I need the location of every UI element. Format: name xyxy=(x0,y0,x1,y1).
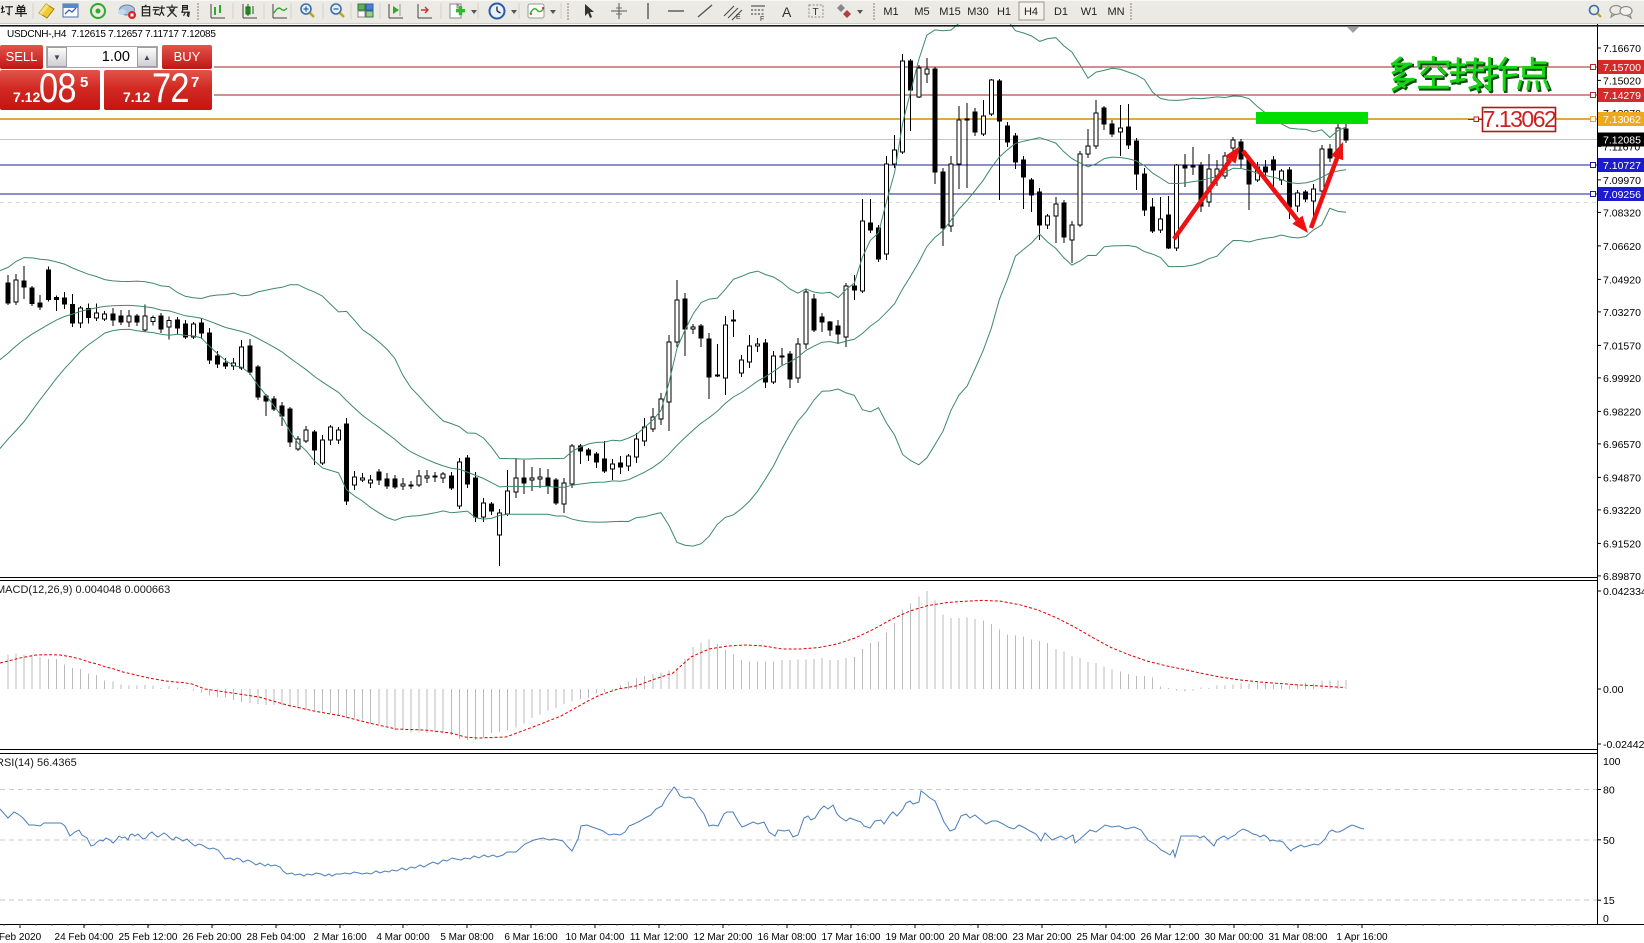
svg-text:100: 100 xyxy=(1603,756,1621,768)
svg-text:16 Mar 08:00: 16 Mar 08:00 xyxy=(758,932,817,943)
svg-text:7.14279: 7.14279 xyxy=(1603,90,1641,102)
svg-text:7.09256: 7.09256 xyxy=(1603,189,1641,201)
svg-text:6.94870: 6.94870 xyxy=(1603,472,1641,484)
svg-text:20 Mar 08:00: 20 Mar 08:00 xyxy=(949,932,1008,943)
svg-text:7.16670: 7.16670 xyxy=(1603,43,1641,55)
svg-text:7.10727: 7.10727 xyxy=(1603,160,1641,172)
svg-text:7.13062: 7.13062 xyxy=(1603,114,1641,126)
svg-text:7.13062: 7.13062 xyxy=(1483,106,1556,132)
svg-text:M15: M15 xyxy=(939,6,960,18)
svg-text:M1: M1 xyxy=(883,6,898,18)
svg-text:6.89870: 6.89870 xyxy=(1603,571,1641,583)
svg-text:15: 15 xyxy=(1603,895,1615,907)
svg-text:25 Mar 04:00: 25 Mar 04:00 xyxy=(1077,932,1136,943)
svg-text:7.04920: 7.04920 xyxy=(1603,274,1641,286)
svg-text:MN: MN xyxy=(1107,6,1124,18)
svg-text:1 Apr 16:00: 1 Apr 16:00 xyxy=(1336,932,1388,943)
svg-text:11 Mar 12:00: 11 Mar 12:00 xyxy=(630,932,689,943)
svg-text:Feb 2020: Feb 2020 xyxy=(0,932,42,943)
svg-text:31 Mar 08:00: 31 Mar 08:00 xyxy=(1269,932,1328,943)
svg-text:7.01570: 7.01570 xyxy=(1603,340,1641,352)
svg-text:T: T xyxy=(813,7,819,18)
svg-text:0: 0 xyxy=(1603,913,1609,925)
svg-text:6.93220: 6.93220 xyxy=(1603,505,1641,517)
svg-text:H1: H1 xyxy=(997,6,1011,18)
svg-text:0.00: 0.00 xyxy=(1603,684,1624,696)
svg-text:6.99920: 6.99920 xyxy=(1603,373,1641,385)
svg-text:D1: D1 xyxy=(1054,6,1068,18)
svg-text:0.042334: 0.042334 xyxy=(1603,586,1644,598)
svg-text:17 Mar 16:00: 17 Mar 16:00 xyxy=(822,932,881,943)
svg-text:7.12085: 7.12085 xyxy=(1603,135,1641,147)
svg-text:RSI(14) 56.4365: RSI(14) 56.4365 xyxy=(0,757,77,769)
svg-text:MACD(12,26,9) 0.004048 0.00066: MACD(12,26,9) 0.004048 0.000663 xyxy=(0,584,170,596)
svg-text:10 Mar 04:00: 10 Mar 04:00 xyxy=(566,932,625,943)
svg-text:19 Mar 00:00: 19 Mar 00:00 xyxy=(886,932,945,943)
svg-text:28 Feb 04:00: 28 Feb 04:00 xyxy=(247,932,306,943)
svg-text:26 Feb 20:00: 26 Feb 20:00 xyxy=(183,932,242,943)
svg-text:M30: M30 xyxy=(967,6,988,18)
svg-text:W1: W1 xyxy=(1081,6,1098,18)
svg-text:7.03270: 7.03270 xyxy=(1603,307,1641,319)
svg-text:23 Mar 20:00: 23 Mar 20:00 xyxy=(1013,932,1072,943)
svg-text:25 Feb 12:00: 25 Feb 12:00 xyxy=(119,932,178,943)
svg-text:7.09970: 7.09970 xyxy=(1603,175,1641,187)
svg-text:6.98220: 6.98220 xyxy=(1603,406,1641,418)
svg-text:7.08320: 7.08320 xyxy=(1603,207,1641,219)
svg-text:6.96570: 6.96570 xyxy=(1603,439,1641,451)
svg-text:5 Mar 08:00: 5 Mar 08:00 xyxy=(440,932,494,943)
svg-text:6.91520: 6.91520 xyxy=(1603,538,1641,550)
svg-text:6 Mar 16:00: 6 Mar 16:00 xyxy=(504,932,558,943)
svg-text:7.06620: 7.06620 xyxy=(1603,241,1641,253)
svg-text:80: 80 xyxy=(1603,785,1615,797)
svg-text:30 Mar 00:00: 30 Mar 00:00 xyxy=(1205,932,1264,943)
svg-text:E: E xyxy=(736,14,741,21)
svg-text:-0.02442: -0.02442 xyxy=(1603,739,1644,751)
svg-text:12 Mar 20:00: 12 Mar 20:00 xyxy=(694,932,753,943)
svg-text:M5: M5 xyxy=(914,6,929,18)
svg-text:50: 50 xyxy=(1603,835,1615,847)
svg-text:F: F xyxy=(760,16,764,23)
svg-text:2 Mar 16:00: 2 Mar 16:00 xyxy=(313,932,367,943)
svg-text:A: A xyxy=(782,4,792,20)
svg-text:7.15700: 7.15700 xyxy=(1603,62,1641,74)
svg-text:24 Feb 04:00: 24 Feb 04:00 xyxy=(55,932,114,943)
svg-text:26 Mar 12:00: 26 Mar 12:00 xyxy=(1141,932,1200,943)
svg-text:H4: H4 xyxy=(1024,6,1038,18)
svg-text:7.15020: 7.15020 xyxy=(1603,75,1641,87)
svg-text:4 Mar 00:00: 4 Mar 00:00 xyxy=(376,932,430,943)
